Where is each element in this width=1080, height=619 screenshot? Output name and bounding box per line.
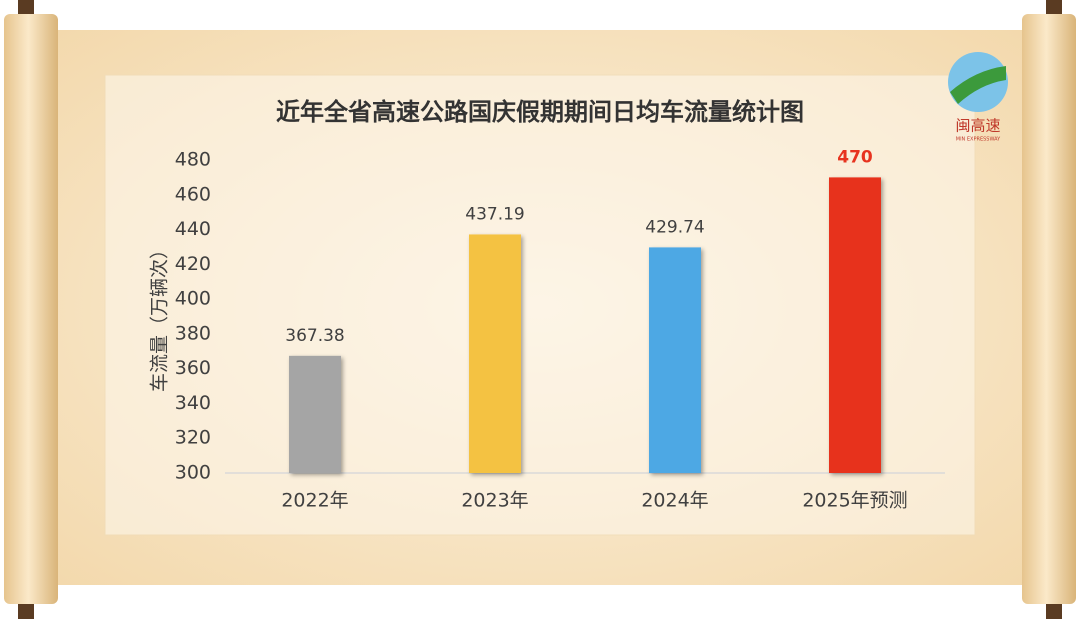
y-tick-label: 360: [175, 357, 211, 379]
bar: [829, 177, 881, 473]
y-axis-label: 车流量（万辆次）: [149, 240, 171, 392]
y-tick-label: 440: [175, 218, 211, 240]
y-tick-label: 380: [175, 322, 211, 344]
y-tick-label: 320: [175, 427, 211, 449]
x-tick-label: 2024年: [641, 490, 708, 512]
value-label: 367.38: [285, 326, 344, 346]
scroll-roll: [1022, 14, 1076, 604]
logo-road: [950, 66, 1006, 104]
x-tick-label: 2023年: [461, 490, 528, 512]
bar: [649, 247, 701, 473]
value-label: 437.19: [465, 204, 524, 224]
value-label: 429.74: [645, 217, 704, 237]
logo-name: 闽高速: [955, 117, 1000, 135]
y-tick-label: 460: [175, 183, 211, 205]
y-tick-label: 300: [175, 462, 211, 484]
y-tick-label: 400: [175, 288, 211, 310]
x-tick-label: 2025年预测: [802, 490, 907, 512]
y-tick-label: 480: [175, 149, 211, 171]
scroll-roll: [4, 14, 58, 604]
logo-subtitle: MIN EXPRESSWAY: [956, 137, 1001, 143]
bar: [469, 234, 521, 473]
y-tick-label: 340: [175, 392, 211, 414]
y-tick-label: 420: [175, 253, 211, 275]
bar: [289, 355, 341, 473]
value-label: 470: [837, 147, 873, 167]
chart-title: 近年全省高速公路国庆假期期间日均车流量统计图: [276, 98, 804, 126]
x-tick-label: 2022年: [281, 490, 348, 512]
